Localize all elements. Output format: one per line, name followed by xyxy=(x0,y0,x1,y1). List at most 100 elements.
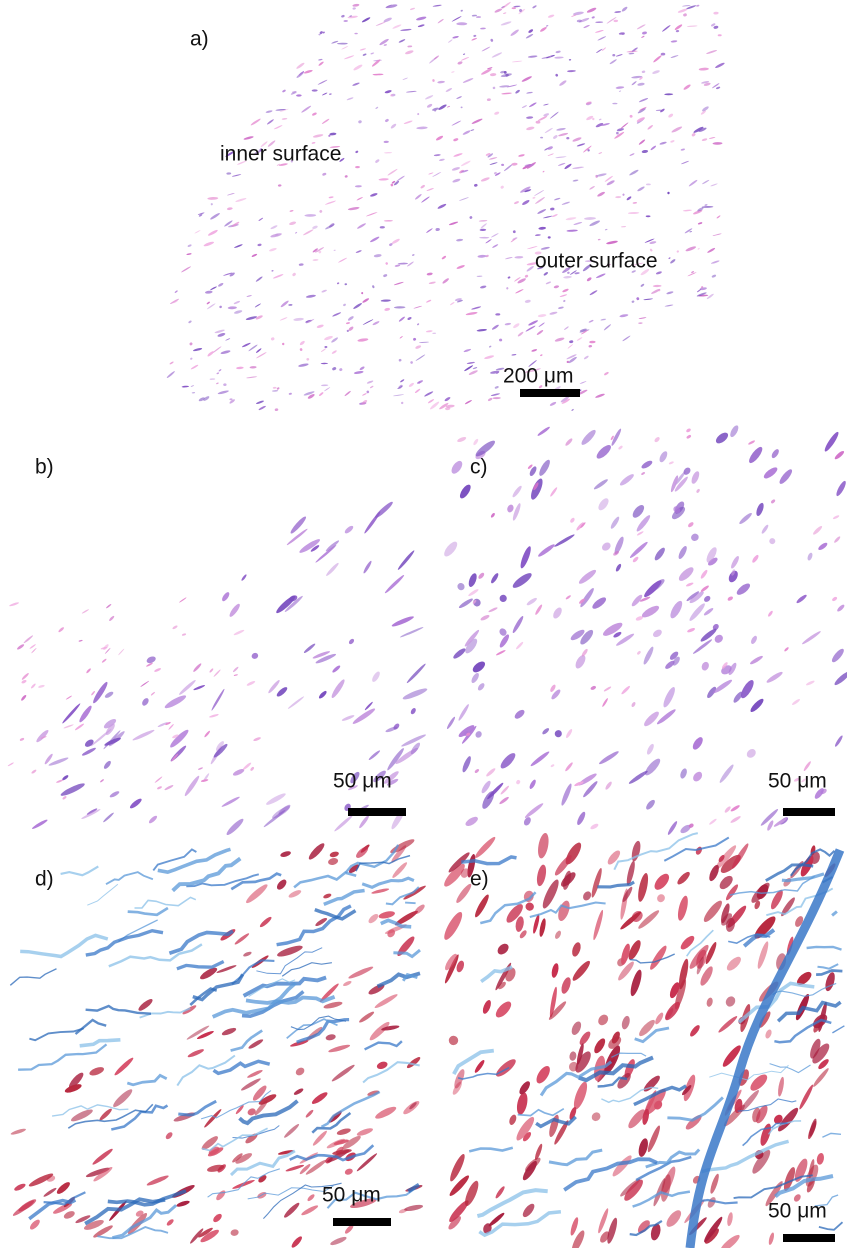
scale-bar xyxy=(520,389,580,397)
tissue-fiber xyxy=(511,615,524,634)
tissue-fiber xyxy=(397,549,416,570)
tissue-fiber xyxy=(650,145,657,151)
tissue-fiber xyxy=(488,607,498,613)
tissue-fiber xyxy=(385,262,388,265)
tissue-fiber xyxy=(226,172,231,174)
tissue-fiber xyxy=(730,555,741,569)
tissue-fiber xyxy=(321,289,327,293)
tissue-fiber xyxy=(457,703,470,721)
tissue-fiber xyxy=(424,391,434,398)
tissue-fiber xyxy=(439,158,445,161)
tissue-fiber xyxy=(671,126,683,134)
tissue-fiber xyxy=(704,204,707,206)
tissue-fiber xyxy=(182,633,187,636)
tissue-fiber xyxy=(220,350,231,355)
tissue-fiber xyxy=(560,976,573,995)
tissue-fiber xyxy=(63,724,74,729)
tissue-fiber xyxy=(447,1034,460,1047)
tissue-fiber xyxy=(435,228,440,231)
tissue-fiber xyxy=(819,1222,843,1230)
tissue-fiber xyxy=(129,797,143,810)
tissue-fiber xyxy=(207,229,218,237)
tissue-fiber xyxy=(511,502,522,521)
tissue-fiber xyxy=(108,615,114,622)
tissue-fiber xyxy=(565,728,573,739)
tissue-fiber xyxy=(709,818,718,825)
tissue-fiber xyxy=(413,337,417,341)
tissue-fiber xyxy=(680,148,685,151)
tissue-fiber xyxy=(696,4,700,6)
tissue-fiber xyxy=(490,512,496,518)
tissue-fiber xyxy=(569,1216,580,1236)
tissue-fiber xyxy=(600,318,606,320)
tissue-fiber xyxy=(108,1191,186,1205)
tissue-fiber xyxy=(500,185,504,189)
tissue-fiber xyxy=(399,336,403,339)
tissue-fiber xyxy=(221,591,231,602)
tissue-fiber xyxy=(310,1090,329,1105)
tissue-fiber xyxy=(494,8,503,14)
tissue-fiber xyxy=(188,320,192,324)
tissue-fiber xyxy=(98,1107,113,1121)
tissue-fiber xyxy=(402,687,429,702)
tissue-fiber xyxy=(263,809,287,828)
tissue-fiber xyxy=(681,160,690,164)
tissue-fiber xyxy=(402,884,427,901)
tissue-fiber xyxy=(653,285,662,287)
tissue-fiber xyxy=(465,399,473,404)
tissue-fiber xyxy=(282,1201,300,1219)
tissue-fiber xyxy=(313,134,324,139)
tissue-fiber xyxy=(537,426,551,437)
tissue-fiber xyxy=(355,166,360,168)
tissue-fiber xyxy=(636,872,650,902)
tissue-fiber xyxy=(716,86,721,89)
tissue-fiber xyxy=(361,17,370,24)
tissue-fiber xyxy=(453,153,463,158)
tissue-fiber xyxy=(596,1013,610,1028)
tissue-fiber xyxy=(174,290,178,293)
tissue-fiber xyxy=(518,154,525,157)
tissue-fiber xyxy=(461,755,473,773)
tissue-fiber xyxy=(596,497,610,513)
tissue-fiber xyxy=(393,394,404,396)
tissue-fiber xyxy=(446,716,456,730)
tissue-fiber xyxy=(62,795,67,800)
tissue-fiber xyxy=(469,1148,513,1152)
tissue-fiber xyxy=(488,397,493,401)
tissue-fiber xyxy=(664,1208,684,1229)
tissue-fiber xyxy=(401,402,404,405)
tissue-fiber xyxy=(319,209,323,213)
tissue-fiber xyxy=(621,226,626,228)
tissue-fiber xyxy=(324,346,327,348)
scale-bar xyxy=(348,808,406,816)
tissue-fiber xyxy=(510,29,520,37)
tissue-fiber xyxy=(636,297,640,301)
tissue-fiber xyxy=(433,4,442,7)
tissue-fiber xyxy=(305,319,312,323)
tissue-fiber xyxy=(712,678,734,695)
tissue-fiber xyxy=(654,436,661,443)
tissue-fiber xyxy=(449,221,459,226)
tissue-fiber xyxy=(536,832,550,859)
tissue-fiber xyxy=(232,174,242,177)
tissue-fiber xyxy=(342,980,352,987)
tissue-fiber xyxy=(572,136,582,142)
tissue-fiber xyxy=(380,226,385,229)
tissue-fiber xyxy=(749,697,765,714)
tissue-fiber xyxy=(471,118,483,125)
figure: a) inner surface outer surface 200 μm b)… xyxy=(0,0,847,1248)
tissue-fiber xyxy=(494,386,499,390)
tissue-fiber xyxy=(499,338,503,341)
tissue-fiber xyxy=(81,808,101,820)
tissue-fiber xyxy=(494,111,500,115)
tissue-fiber xyxy=(606,849,623,867)
tissue-fiber xyxy=(459,197,469,201)
tissue-fiber xyxy=(687,25,698,27)
tissue-fiber xyxy=(153,849,196,870)
tissue-fiber xyxy=(729,424,740,438)
tissue-fiber xyxy=(208,1169,280,1197)
tissue-fiber xyxy=(150,691,155,696)
tissue-fiber xyxy=(730,815,742,824)
tissue-fiber xyxy=(386,4,398,9)
tissue-fiber xyxy=(688,1024,701,1038)
